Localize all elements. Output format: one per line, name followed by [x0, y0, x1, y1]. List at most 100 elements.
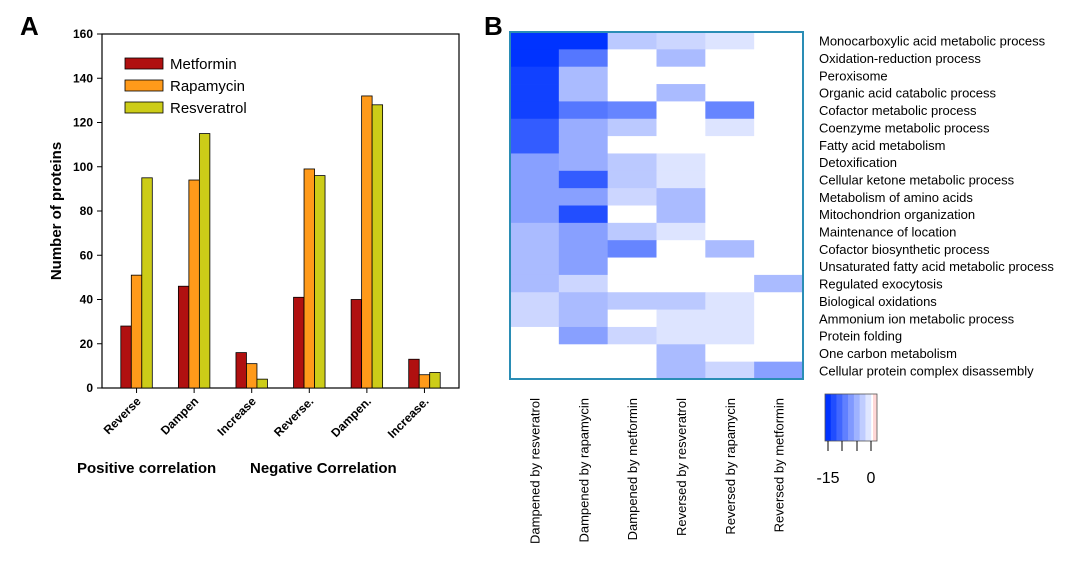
heatmap-cell	[607, 274, 657, 293]
bar-metformin	[120, 325, 132, 389]
heatmap-cell	[705, 205, 755, 224]
y-tick-label: 80	[80, 204, 94, 218]
colorbar-step	[830, 394, 837, 441]
heatmap-cell	[754, 84, 804, 102]
heatmap-cell	[607, 153, 657, 172]
bar-metformin	[235, 352, 247, 389]
row-label: Maintenance of location	[819, 225, 956, 240]
bar-metformin	[177, 285, 190, 389]
heatmap-cell	[705, 136, 755, 154]
bar-chart: 0 20 40 60 80 100 120 140 160 Reverse Dampen Increa…	[73, 27, 460, 441]
heatmap-cell	[656, 205, 706, 224]
row-label: Regulated exocytosis	[819, 277, 943, 292]
column-label: Reversed by resveratrol	[674, 398, 689, 536]
colorbar-max-label: 0	[867, 470, 876, 487]
heatmap-cell	[705, 361, 755, 380]
column-label: Reversed by rapamycin	[723, 398, 738, 535]
row-label: Protein folding	[819, 329, 902, 344]
heatmap-cell	[558, 309, 609, 328]
heatmap-cell	[754, 205, 804, 224]
heatmap-frame	[509, 31, 804, 380]
heatmap-cell	[558, 240, 609, 258]
heatmap-cell	[705, 153, 755, 172]
heatmap-cell	[510, 66, 560, 85]
heatmap-cell	[558, 101, 609, 120]
heatmap-cell	[754, 170, 804, 189]
y-tick-label: 140	[73, 71, 93, 85]
heatmap-cell	[705, 49, 755, 68]
column-label: Dampened by rapamycin	[576, 398, 591, 543]
row-label: Organic acid catabolic process	[819, 86, 997, 101]
panel-b-label: B	[484, 11, 503, 41]
heatmap-cell	[656, 66, 706, 85]
heatmap-cell	[510, 222, 560, 241]
heatmap-cell	[705, 344, 755, 363]
heatmap-cell	[607, 205, 657, 224]
heatmap-cell	[607, 101, 657, 120]
heatmap-cell	[656, 188, 706, 206]
colorbar-step	[859, 394, 866, 441]
heatmap-cell	[656, 257, 706, 276]
heatmap-cell	[754, 292, 804, 310]
colorbar-step	[842, 394, 849, 441]
legend-label: Metformin	[170, 56, 237, 73]
heatmap-cell	[656, 84, 706, 102]
heatmap-cell	[607, 84, 657, 102]
row-label: Metabolism of amino acids	[819, 190, 973, 205]
bar-resveratrol	[141, 177, 153, 389]
row-label: Oxidation-reduction process	[819, 51, 981, 66]
heatmap-cell	[754, 101, 804, 120]
heatmap-cell	[705, 274, 755, 293]
colorbar-frame	[824, 393, 878, 442]
row-label: Coenzyme metabolic process	[819, 120, 990, 135]
bar-resveratrol	[429, 372, 441, 389]
heatmap-cell	[607, 344, 657, 363]
heatmap-cell	[510, 240, 560, 258]
y-tick-label: 40	[80, 293, 94, 307]
heatmap-cell	[754, 222, 804, 241]
heatmap-cell	[558, 361, 609, 380]
heatmap-cell	[510, 84, 560, 102]
heatmap-cell	[510, 309, 560, 328]
heatmap-cell	[656, 274, 706, 293]
heatmap-cell	[656, 153, 706, 172]
x-tick-label: Reverse.	[271, 394, 316, 439]
heatmap-cell	[607, 32, 657, 50]
heatmap-cell	[754, 153, 804, 172]
heatmap-cell	[558, 170, 609, 189]
heatmap-cell	[656, 361, 706, 380]
heatmap-cell	[607, 118, 657, 137]
heatmap-cell	[510, 170, 560, 189]
colorbar-step	[848, 394, 855, 441]
x-tick-label: Increase.	[385, 394, 432, 441]
bar-rapamycin	[188, 179, 200, 389]
heatmap-cell	[558, 257, 609, 276]
row-label: Fatty acid metabolism	[819, 138, 945, 153]
bar-rapamycin	[130, 274, 143, 389]
heatmap-cell	[607, 309, 657, 328]
heatmap-cell	[558, 205, 609, 224]
row-label: Peroxisome	[819, 68, 888, 83]
heatmap-cell	[558, 188, 609, 206]
legend-label: Resveratrol	[170, 100, 247, 117]
heatmap-cell	[558, 153, 609, 172]
heatmap-cell	[656, 49, 706, 68]
x-tick-label: Dampen	[158, 394, 201, 437]
heatmap-cell	[558, 118, 609, 137]
heatmap-cell	[705, 170, 755, 189]
column-label: Dampened by resveratrol	[527, 398, 542, 544]
heatmap-cell	[754, 326, 804, 345]
heatmap-cell	[510, 274, 560, 293]
bar-resveratrol	[314, 175, 326, 389]
heatmap-cell	[705, 326, 755, 345]
heatmap-cell	[558, 274, 609, 293]
bar-rapamycin	[246, 363, 258, 389]
heatmap-cell	[754, 118, 804, 137]
heatmap-cell	[510, 49, 560, 68]
heatmap-cell	[510, 257, 560, 276]
y-tick-label: 100	[73, 160, 93, 174]
y-axis-title: Number of proteins	[48, 142, 65, 280]
heatmap-cell	[705, 66, 755, 85]
heatmap-cell	[754, 66, 804, 85]
colorbar-step	[873, 394, 877, 441]
